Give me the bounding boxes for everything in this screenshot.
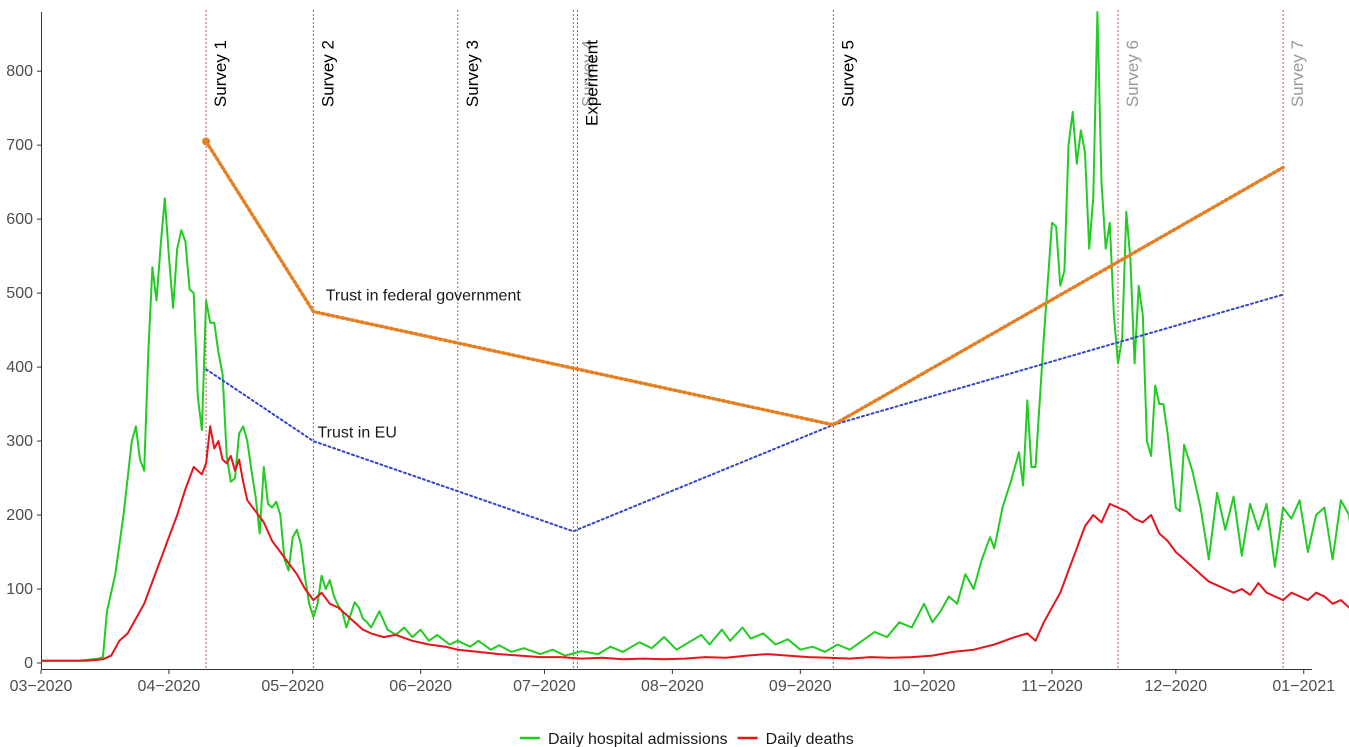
series-line-daily-hospital-admissions — [41, 11, 1349, 662]
y-tick-label: 400 — [6, 359, 33, 376]
survey-markers: Survey 1 Survey 2 Survey 3 Survey 4Experime… — [205, 10, 1307, 669]
x-tick-label: 11−2020 — [1021, 678, 1083, 695]
series-lines — [41, 11, 1349, 662]
x-axis-ticks: 03−2020 04−2020 05−2020 06−2020 07−2020 08−20… — [10, 670, 1335, 695]
y-tick-label: 0 — [24, 655, 33, 672]
x-tick-label: 06−2020 — [389, 678, 452, 695]
series-start-point — [202, 137, 211, 146]
survey-label: Survey 2 — [318, 40, 337, 107]
survey-label: Survey 5 — [838, 40, 857, 107]
survey-label: Survey 4 — [578, 40, 597, 107]
survey-label: Survey 7 — [1288, 40, 1307, 107]
x-tick-label: 05−2020 — [261, 678, 324, 695]
legend-label: Daily deaths — [766, 731, 854, 747]
series-line-trust-in-federal-government — [204, 139, 1285, 427]
x-tick-label: 01−2021 — [1272, 678, 1335, 695]
survey-label: Survey 1 — [211, 40, 230, 107]
annotations: Trust in federal government Trust in EU — [317, 288, 521, 442]
survey-label: Survey 3 — [463, 40, 482, 107]
y-tick-label: 300 — [6, 433, 33, 450]
y-tick-label: 100 — [6, 581, 33, 598]
x-tick-label: 08−2020 — [641, 678, 704, 695]
x-tick-label: 09−2020 — [769, 678, 832, 695]
x-tick-label: 07−2020 — [513, 678, 576, 695]
x-tick-label: 10−2020 — [893, 678, 956, 695]
y-tick-label: 600 — [6, 211, 33, 228]
legend: Daily hospital admissions Daily deaths — [520, 731, 854, 747]
x-tick-label: 03−2020 — [10, 678, 73, 695]
y-tick-label: 700 — [6, 137, 33, 154]
survey-label: Survey 6 — [1123, 40, 1142, 107]
series-line-daily-deaths — [41, 425, 1349, 662]
annotation-label: Trust in EU — [317, 424, 396, 441]
y-tick-label: 800 — [6, 63, 33, 80]
y-axis-ticks: 0 100 200 300 400 500 600 700 800 — [6, 63, 41, 672]
x-tick-label: 04−2020 — [138, 678, 201, 695]
survey-label: Experiment — [582, 40, 601, 126]
y-tick-label: 200 — [6, 507, 33, 524]
annotation-label: Trust in federal government — [326, 288, 522, 305]
y-tick-label: 500 — [6, 285, 33, 302]
x-tick-label: 12−2020 — [1144, 678, 1207, 695]
series-line-trust-in-eu — [205, 293, 1285, 533]
legend-label: Daily hospital admissions — [548, 731, 728, 747]
